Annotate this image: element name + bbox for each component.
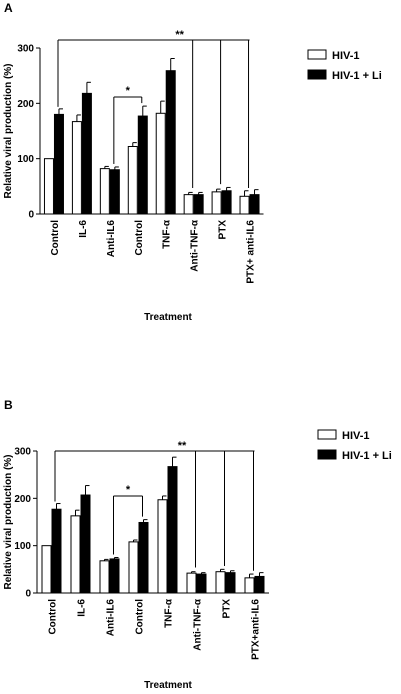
- y-tick-label: 100: [14, 541, 31, 552]
- bar-hiv1: [128, 541, 139, 594]
- bar-hiv1-li: [225, 572, 236, 594]
- bar-hiv1: [157, 499, 168, 594]
- y-tick-label: 200: [14, 494, 31, 505]
- bar-hiv1-li: [193, 194, 204, 215]
- category-label: PTX: [222, 599, 233, 619]
- category-label: Anti-TNF-α: [193, 598, 204, 651]
- legend-label: HIV-1: [342, 430, 370, 442]
- category-label: Control: [135, 599, 146, 635]
- bar-hiv1: [71, 121, 82, 215]
- category-label: IL-6: [78, 220, 89, 238]
- legend-label: HIV-1 + Li: [332, 70, 382, 82]
- bar-hiv1: [215, 571, 226, 594]
- category-label: PTX+ anti-IL6: [246, 220, 257, 284]
- y-tick-label: 300: [17, 44, 34, 55]
- category-label: PTX: [218, 220, 229, 240]
- bar-hiv1-li: [109, 169, 120, 215]
- significance-overall: **: [178, 440, 187, 452]
- bar-hiv1-li: [165, 70, 176, 215]
- category-label: PTX+anti-IL6: [251, 599, 262, 660]
- legend-swatch: [317, 429, 337, 440]
- bar-hiv1-li: [196, 573, 207, 594]
- legend-label: HIV-1: [332, 50, 360, 62]
- legend-label: HIV-1 + Li: [342, 450, 392, 462]
- y-tick-label: 200: [17, 99, 34, 110]
- bar-hiv1: [70, 515, 81, 594]
- bar-hiv1: [239, 195, 250, 215]
- bar-hiv1: [43, 158, 54, 215]
- category-label: TNF-α: [162, 219, 173, 249]
- y-axis-title: Relative viral production (%): [3, 63, 14, 198]
- category-label: Control: [48, 599, 59, 635]
- category-label: TNF-α: [164, 598, 175, 628]
- y-tick-label: 0: [28, 210, 34, 221]
- bar-hiv1: [99, 560, 110, 594]
- y-axis-title: Relative viral production (%): [3, 454, 14, 589]
- bar-hiv1-li: [221, 190, 232, 215]
- panel-label: A: [4, 1, 13, 15]
- legend-swatch: [317, 449, 337, 460]
- category-label: Anti-TNF-α: [190, 219, 201, 272]
- bar-hiv1-li: [51, 508, 62, 594]
- bar-hiv1-li: [137, 115, 148, 215]
- significance-overall: **: [175, 29, 184, 41]
- significance-pair: *: [126, 484, 131, 496]
- bar-hiv1: [41, 545, 52, 594]
- x-axis-title: Treatment: [144, 312, 192, 323]
- bar-hiv1: [127, 145, 138, 215]
- bar-hiv1-li: [249, 194, 260, 215]
- panel-label: B: [4, 398, 13, 412]
- bar-hiv1-li: [254, 575, 265, 594]
- bar-hiv1: [155, 112, 166, 215]
- x-axis-title: Treatment: [144, 680, 192, 691]
- y-tick-label: 100: [17, 154, 34, 165]
- bar-hiv1-li: [53, 113, 64, 215]
- bar-hiv1: [211, 191, 222, 215]
- category-label: Control: [134, 220, 145, 256]
- bar-hiv1-li: [81, 92, 92, 215]
- bar-hiv1: [99, 168, 110, 215]
- bar-hiv1-li: [167, 466, 178, 594]
- category-label: IL-6: [77, 599, 88, 617]
- y-tick-label: 0: [25, 589, 31, 600]
- bar-hiv1-li: [109, 558, 120, 594]
- bar-hiv1-li: [80, 494, 91, 594]
- bar-hiv1: [183, 194, 194, 215]
- bar-hiv1: [186, 572, 197, 594]
- legend-swatch: [307, 49, 327, 60]
- category-label: Anti-IL6: [106, 220, 117, 258]
- legend-swatch: [307, 69, 327, 80]
- bar-hiv1: [244, 577, 255, 594]
- category-label: Control: [50, 220, 61, 256]
- significance-pair: *: [126, 85, 131, 97]
- y-tick-label: 300: [14, 447, 31, 458]
- bar-hiv1-li: [138, 521, 149, 594]
- category-label: Anti-IL6: [106, 599, 117, 637]
